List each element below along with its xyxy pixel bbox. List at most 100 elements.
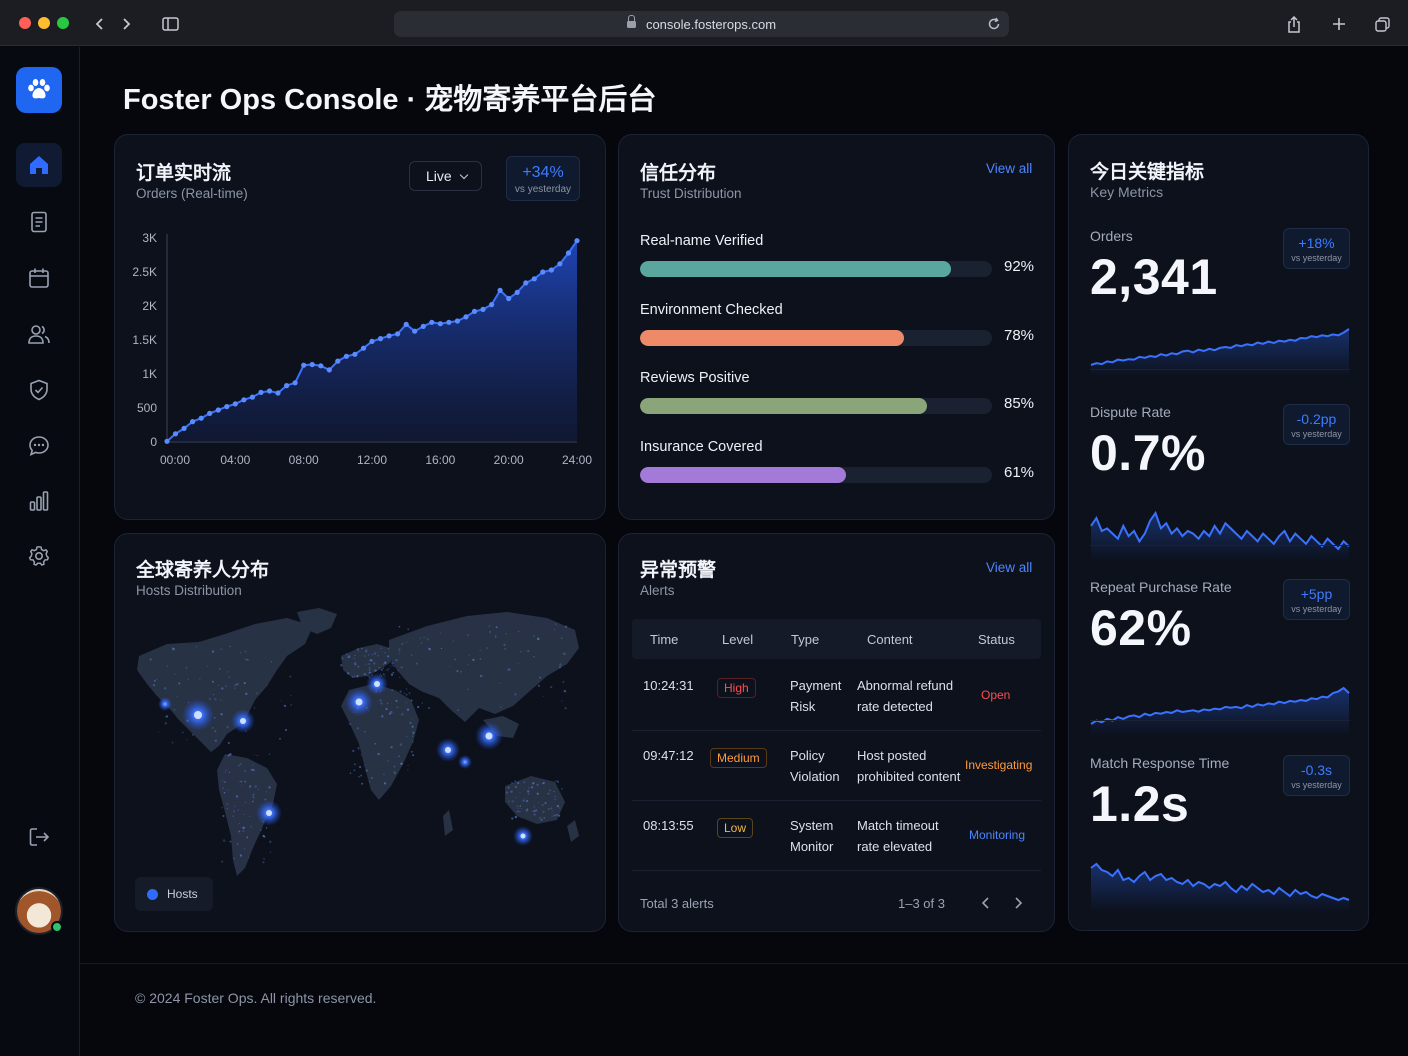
forward-button[interactable] (114, 11, 138, 37)
sparkline-line (1090, 686, 1350, 725)
alerts-card-title: 异常预警 (640, 560, 717, 581)
new-tab-button[interactable] (1323, 11, 1355, 37)
trust-progress-fill (640, 329, 904, 346)
alert-type-line1: Policy (790, 748, 825, 763)
metrics-card: 今日关键指标 Key Metrics Orders 2,341 +18% vs yes… (1068, 134, 1369, 931)
trust-item-percent: 61% (1004, 463, 1035, 481)
trust-view-all-link[interactable]: View all (986, 161, 1033, 176)
nav-home[interactable] (16, 143, 62, 187)
metric-divider (1090, 720, 1350, 721)
browser-toolbar: console.fosterops.com (0, 0, 1408, 46)
next-page-icon[interactable] (1012, 895, 1024, 911)
close-window-button[interactable] (19, 17, 31, 29)
back-button[interactable] (88, 11, 112, 37)
x-tick-label: 20:00 (494, 453, 524, 467)
col-type: Type (791, 632, 820, 647)
bar-chart-icon (29, 491, 49, 511)
tab-overview-button[interactable] (1366, 11, 1398, 37)
orders-data-point (343, 353, 349, 359)
y-tick-label: 500 (137, 401, 157, 415)
metric-divider (1090, 369, 1350, 370)
chevron-left-icon (95, 18, 103, 30)
alert-type-line1: System (790, 818, 834, 833)
metric-delta-note: vs yesterday (1291, 428, 1342, 439)
share-button[interactable] (1278, 11, 1310, 37)
footer-divider (80, 963, 1408, 964)
orders-data-point (352, 351, 358, 357)
orders-data-point (335, 358, 341, 364)
orders-data-point (412, 328, 418, 334)
nav-security[interactable] (16, 368, 62, 412)
alert-status: Monitoring (969, 828, 1026, 842)
nav-calendar[interactable] (16, 256, 62, 300)
map-speckle (149, 623, 568, 865)
reload-icon[interactable] (987, 17, 1001, 31)
orders-data-point (369, 338, 375, 344)
metric-delta-note: vs yesterday (1291, 253, 1342, 263)
col-status: Status (978, 632, 1015, 647)
hosts-card: 全球寄养人分布 Hosts Distribution (114, 533, 606, 932)
nav-users[interactable] (16, 312, 62, 356)
alerts-card-subtitle: Alerts (640, 583, 675, 598)
maximize-window-button[interactable] (57, 17, 69, 29)
x-tick-label: 00:00 (160, 453, 190, 467)
alert-time: 10:24:31 (643, 678, 694, 693)
nav-settings[interactable] (16, 534, 62, 578)
app-logo[interactable] (16, 67, 62, 113)
orders-data-point (172, 431, 179, 437)
orders-data-point (557, 261, 563, 267)
orders-data-point (446, 319, 452, 325)
nav-logout[interactable] (16, 815, 62, 859)
minimize-window-button[interactable] (38, 17, 50, 29)
chevron-down-icon (459, 170, 468, 179)
trust-progress-track (640, 329, 992, 346)
orders-delta-badge: +34% vs yesterday (506, 156, 580, 201)
calendar-icon (29, 268, 49, 288)
alert-row[interactable]: 10:24:31 High Payment Risk Abnormal refund ra… (632, 661, 1041, 731)
chevron-right-icon (123, 18, 131, 30)
x-tick-label: 12:00 (357, 453, 387, 467)
nav-messages[interactable] (16, 424, 62, 468)
alert-row[interactable]: 08:13:55 Low System Monitor Match timeout rat… (632, 801, 1041, 871)
hosts-card-title: 全球寄养人分布 (136, 560, 270, 581)
metric-delta-value: -0.3s (1300, 761, 1333, 778)
trust-card-subtitle: Trust Distribution (640, 186, 742, 201)
metrics-card-subtitle: Key Metrics (1090, 184, 1164, 200)
orders-data-point (574, 238, 580, 244)
prev-page-icon[interactable] (980, 895, 992, 911)
sparkline-line (1090, 510, 1350, 551)
live-dropdown[interactable]: Live (409, 161, 482, 191)
alert-status: Open (981, 688, 1011, 702)
x-tick-label: 16:00 (425, 453, 455, 467)
document-icon (31, 211, 47, 233)
nav-orders[interactable] (16, 200, 62, 244)
sparkline-area (1091, 512, 1349, 561)
trust-item-label: Reviews Positive (640, 370, 750, 386)
nav-analytics[interactable] (16, 479, 62, 523)
alert-type-line2: Violation (790, 769, 840, 784)
sparkline-line (1090, 862, 1350, 901)
address-bar[interactable]: console.fosterops.com (394, 11, 1009, 37)
alert-row[interactable]: 09:47:12 Medium Policy Violation Host posted… (632, 731, 1041, 801)
orders-data-point (198, 415, 204, 421)
lock-icon (626, 15, 636, 29)
world-map (137, 608, 579, 876)
orders-data-point (284, 383, 290, 389)
orders-area-chart: 0 500 1K 1.5K 2K 2.5K 3K 00:00 04:00 08:00 12:00 16… (132, 231, 592, 467)
orders-data-point (377, 336, 384, 342)
alert-status: Investigating (965, 758, 1033, 772)
metric-delta-badge: -0.2pp vs yesterday (1283, 403, 1350, 445)
users-icon (28, 325, 50, 344)
metric-value: 1.2s (1090, 775, 1190, 832)
user-avatar[interactable] (15, 887, 63, 935)
orders-data-point (386, 333, 392, 339)
alerts-range: 1–3 of 3 (898, 896, 945, 911)
trust-progress-track (640, 398, 992, 414)
orders-data-point (463, 314, 469, 320)
y-tick-label: 2K (142, 299, 157, 313)
metric-label: Repeat Purchase Rate (1090, 579, 1232, 595)
alerts-view-all-link[interactable]: View all (986, 560, 1033, 575)
sidebar-toggle-button[interactable] (152, 11, 188, 37)
orders-data-point (241, 397, 247, 403)
alerts-total: Total 3 alerts (640, 896, 714, 911)
